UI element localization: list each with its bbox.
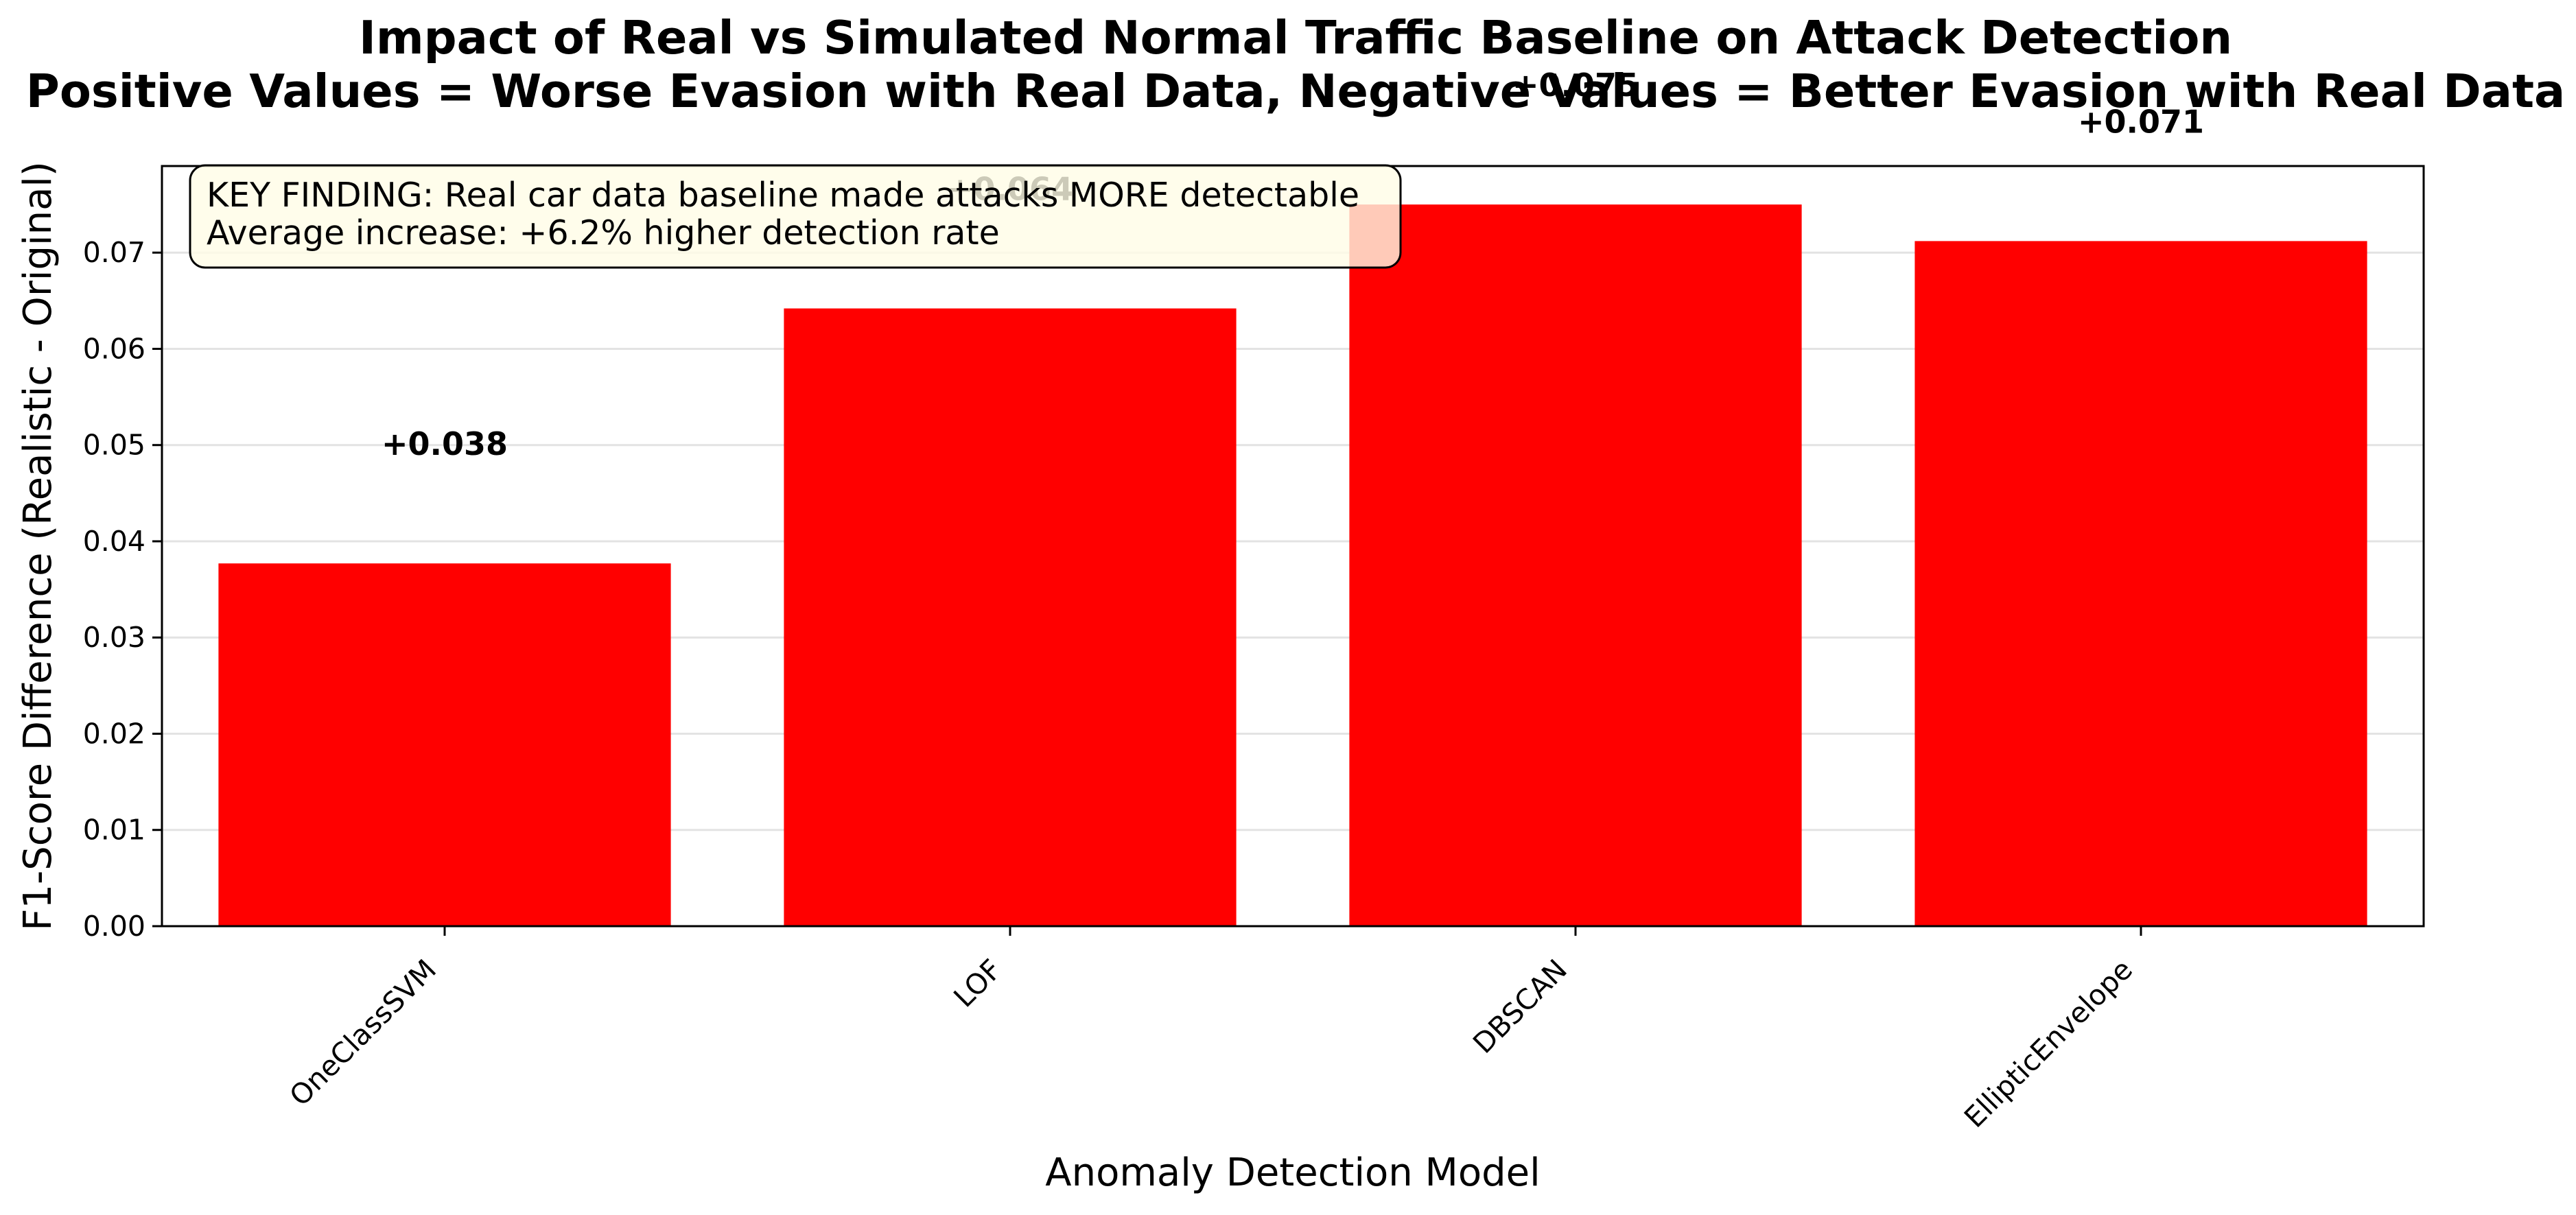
annotation-line-2: Average increase: +6.2% higher detection… xyxy=(207,213,1000,252)
chart-title: Impact of Real vs Simulated Normal Traff… xyxy=(359,11,2232,64)
x-tick-label: DBSCAN xyxy=(1466,953,1573,1060)
bar xyxy=(218,563,671,926)
bar xyxy=(1915,241,2367,926)
y-tick-label: 0.05 xyxy=(83,429,145,462)
y-axis-label: F1-Score Difference (Realistic - Origina… xyxy=(16,161,60,931)
x-tick-label: LOF xyxy=(948,953,1009,1014)
bar xyxy=(1349,204,1802,926)
y-axis-ticks: 0.00 0.01 0.02 0.03 0.04 0.05 0.06 0.07 xyxy=(83,236,162,943)
bar-value-label: +0.071 xyxy=(2078,103,2204,140)
y-tick-label: 0.07 xyxy=(83,236,145,269)
x-axis-label: Anomaly Detection Model xyxy=(1045,1151,1540,1195)
bar-value-label: +0.075 xyxy=(1512,67,1639,104)
key-finding-annotation: KEY FINDING: Real car data baseline made… xyxy=(189,164,1402,269)
x-tick-label: OneClassSVM xyxy=(283,953,443,1112)
x-tick-label: EllipticEnvelope xyxy=(1958,953,2139,1134)
y-tick-label: 0.03 xyxy=(83,621,145,654)
y-tick-label: 0.04 xyxy=(83,525,145,558)
y-tick-label: 0.01 xyxy=(83,814,145,847)
annotation-box xyxy=(189,164,1402,269)
bar xyxy=(784,308,1237,926)
y-tick-label: 0.02 xyxy=(83,717,145,750)
chart-subtitle: Positive Values = Worse Evasion with Rea… xyxy=(26,64,2565,118)
annotation-line-1: KEY FINDING: Real car data baseline made… xyxy=(207,176,1359,215)
bars xyxy=(218,204,2367,926)
y-tick-label: 0.00 xyxy=(83,910,145,943)
y-tick-label: 0.06 xyxy=(83,332,145,365)
x-axis-ticks: OneClassSVM LOF DBSCAN EllipticEnvelope xyxy=(283,926,2142,1134)
bar-value-label: +0.038 xyxy=(382,425,508,462)
